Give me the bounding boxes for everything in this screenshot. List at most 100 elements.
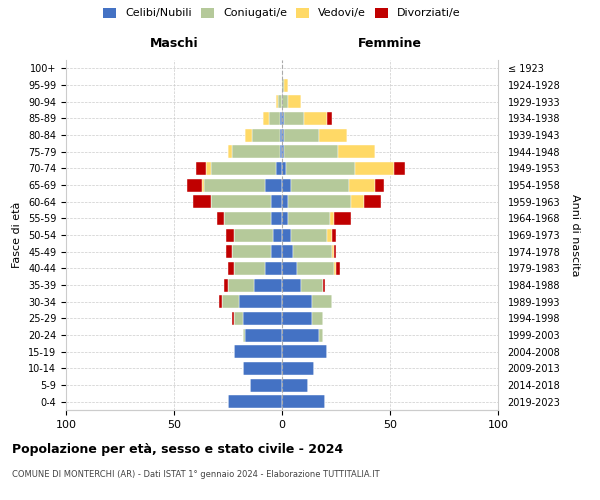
Bar <box>217 212 224 225</box>
Bar <box>220 295 221 308</box>
Text: Femmine: Femmine <box>358 37 422 50</box>
Bar <box>243 312 282 325</box>
Bar <box>329 212 334 225</box>
Bar <box>196 162 206 175</box>
Bar <box>275 162 282 175</box>
Bar <box>282 295 312 308</box>
Bar <box>282 112 284 125</box>
Bar <box>202 178 204 192</box>
Bar <box>204 178 265 192</box>
Bar <box>263 112 269 125</box>
Bar <box>282 245 293 258</box>
Bar <box>245 328 282 342</box>
Bar <box>226 245 232 258</box>
Bar <box>282 128 284 141</box>
Bar <box>297 262 334 275</box>
Bar <box>375 178 383 192</box>
Bar <box>211 162 275 175</box>
Bar <box>254 278 282 291</box>
Bar <box>271 195 282 208</box>
Bar <box>282 362 314 375</box>
Bar <box>282 195 289 208</box>
Bar <box>265 178 282 192</box>
Bar <box>282 345 328 358</box>
Bar <box>312 312 323 325</box>
Bar <box>235 262 265 275</box>
Bar <box>193 195 211 208</box>
Bar <box>206 162 211 175</box>
Bar <box>187 178 202 192</box>
Bar <box>286 162 355 175</box>
Bar <box>334 245 336 258</box>
Bar <box>232 312 235 325</box>
Bar <box>282 228 290 241</box>
Bar <box>278 95 282 108</box>
Bar <box>280 145 282 158</box>
Bar <box>282 395 325 408</box>
Bar <box>271 212 282 225</box>
Bar <box>289 95 301 108</box>
Bar <box>355 162 394 175</box>
Bar <box>280 128 282 141</box>
Bar <box>228 262 235 275</box>
Bar <box>271 245 282 258</box>
Text: Popolazione per età, sesso e stato civile - 2024: Popolazione per età, sesso e stato civil… <box>12 442 343 456</box>
Bar <box>312 295 332 308</box>
Bar <box>224 278 228 291</box>
Bar <box>289 212 329 225</box>
Bar <box>282 178 290 192</box>
Bar <box>250 378 282 392</box>
Bar <box>284 78 289 92</box>
Y-axis label: Fasce di età: Fasce di età <box>13 202 22 268</box>
Bar <box>282 145 284 158</box>
Bar <box>319 328 323 342</box>
Bar <box>282 162 286 175</box>
Bar <box>319 128 347 141</box>
Bar <box>323 278 325 291</box>
Bar <box>245 128 252 141</box>
Bar <box>269 112 280 125</box>
Bar <box>284 128 319 141</box>
Bar <box>284 112 304 125</box>
Bar <box>228 145 232 158</box>
Bar <box>211 195 271 208</box>
Bar <box>282 262 297 275</box>
Bar <box>265 262 282 275</box>
Bar <box>301 278 323 291</box>
Bar <box>232 245 271 258</box>
Bar <box>282 278 301 291</box>
Bar <box>274 228 282 241</box>
Bar <box>243 328 245 342</box>
Text: COMUNE DI MONTERCHI (AR) - Dati ISTAT 1° gennaio 2024 - Elaborazione TUTTITALIA.: COMUNE DI MONTERCHI (AR) - Dati ISTAT 1°… <box>12 470 380 479</box>
Bar <box>289 195 351 208</box>
Bar <box>252 128 280 141</box>
Bar <box>328 112 332 125</box>
Bar <box>228 395 282 408</box>
Bar <box>290 228 328 241</box>
Bar <box>221 295 239 308</box>
Bar <box>239 295 282 308</box>
Bar <box>282 378 308 392</box>
Bar <box>351 195 364 208</box>
Text: Maschi: Maschi <box>149 37 199 50</box>
Bar <box>332 245 334 258</box>
Bar <box>232 145 280 158</box>
Bar <box>394 162 405 175</box>
Bar <box>304 112 328 125</box>
Bar <box>228 278 254 291</box>
Bar <box>328 228 332 241</box>
Bar <box>349 178 375 192</box>
Bar <box>290 178 349 192</box>
Bar <box>282 212 289 225</box>
Bar <box>364 195 382 208</box>
Bar <box>275 95 278 108</box>
Bar <box>334 212 351 225</box>
Bar <box>235 345 282 358</box>
Legend: Celibi/Nubili, Coniugati/e, Vedovi/e, Divorziati/e: Celibi/Nubili, Coniugati/e, Vedovi/e, Di… <box>100 4 464 22</box>
Bar <box>282 328 319 342</box>
Bar <box>338 145 375 158</box>
Bar <box>243 362 282 375</box>
Bar <box>293 245 332 258</box>
Bar <box>332 228 336 241</box>
Bar <box>235 228 274 241</box>
